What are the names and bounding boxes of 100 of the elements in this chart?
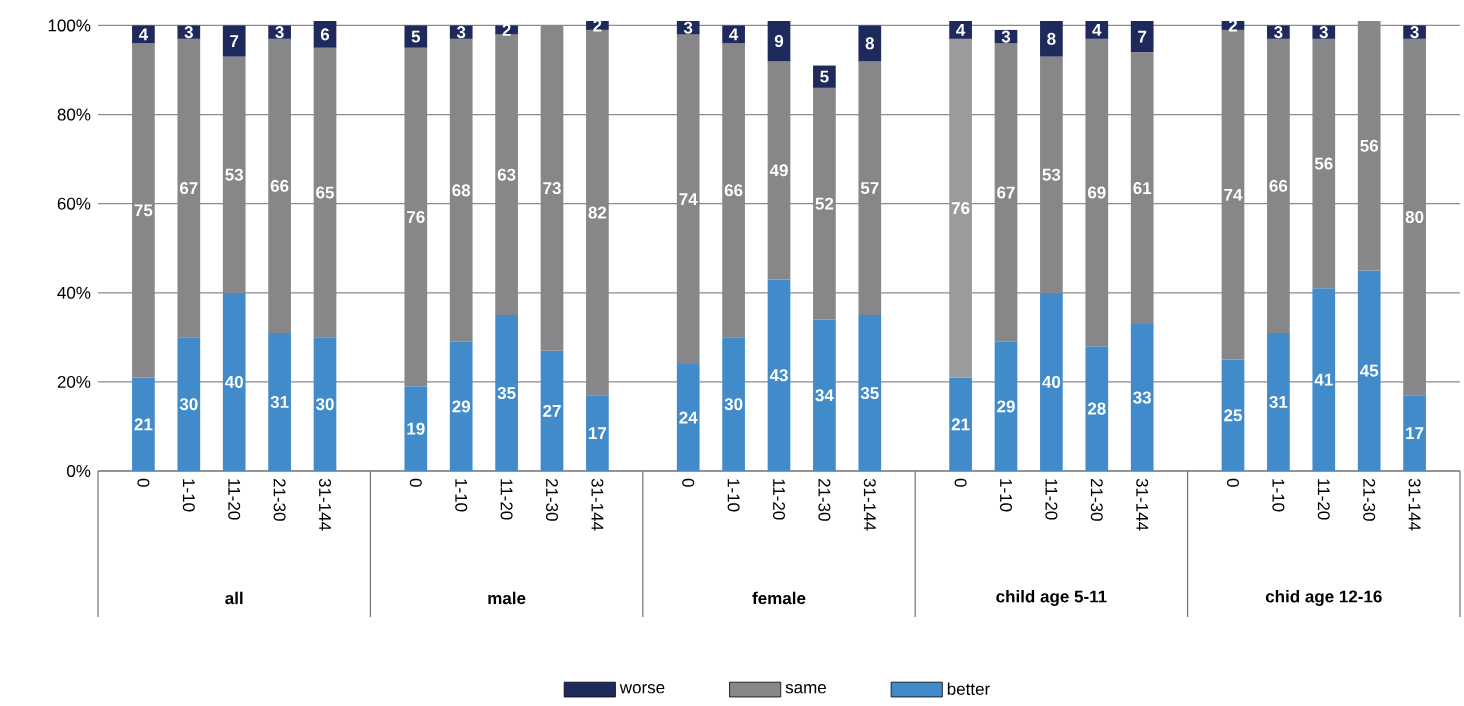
data-label: 29 <box>997 400 1015 413</box>
data-label: 4 <box>138 28 149 41</box>
bar <box>177 38 201 338</box>
bar <box>1040 56 1063 293</box>
bar <box>1221 359 1245 472</box>
data-label: 53 <box>1042 168 1061 181</box>
bar <box>1357 270 1381 472</box>
bar <box>813 319 836 472</box>
bar <box>676 34 700 365</box>
x-tick-label: 11-20 <box>500 479 513 520</box>
bar <box>404 47 428 387</box>
x-tick-label: 31-144 <box>1408 478 1421 531</box>
bar <box>1130 21 1154 53</box>
bar <box>1267 332 1290 472</box>
data-label: 63 <box>497 168 516 181</box>
data-label: 30 <box>179 398 198 411</box>
x-tick-label: 31-144 <box>863 478 876 531</box>
data-label: 74 <box>679 193 698 206</box>
data-label: 2 <box>502 24 511 36</box>
bar <box>767 279 791 472</box>
data-label: 75 <box>134 204 153 217</box>
data-label: 3 <box>1001 30 1011 43</box>
bar <box>767 21 791 62</box>
data-label: 80 <box>1405 211 1424 224</box>
bar <box>495 34 518 316</box>
x-tick-label: 0 <box>137 478 150 487</box>
data-label: 29 <box>452 400 471 413</box>
data-label: 3 <box>1319 26 1328 39</box>
data-label: 28 <box>1087 402 1106 415</box>
data-label: 21 <box>951 418 970 431</box>
bar <box>268 38 291 333</box>
x-tick-label: 1-10 <box>455 479 468 512</box>
legend-label: better <box>947 682 990 696</box>
bar <box>949 38 972 378</box>
text: female <box>752 591 806 605</box>
data-label: 76 <box>407 211 425 224</box>
data-label: 41 <box>1314 373 1333 386</box>
x-tick-label: 21-30 <box>546 479 559 521</box>
data-label: 66 <box>1269 179 1288 192</box>
data-label: 4 <box>729 28 739 41</box>
data-label: 35 <box>860 387 879 400</box>
x-tick-label: 11-20 <box>228 479 241 520</box>
bar <box>132 377 155 472</box>
bar <box>586 30 609 396</box>
bar <box>858 25 882 62</box>
bar <box>813 65 836 88</box>
data-label: 56 <box>1360 139 1379 152</box>
x-tick-label: 21-30 <box>818 479 831 521</box>
x-tick-label: 1-10 <box>727 479 740 512</box>
bar <box>495 315 518 472</box>
x-tick-label: 31-144 <box>1136 478 1149 531</box>
bar <box>1312 38 1336 289</box>
data-label: 67 <box>997 186 1015 199</box>
bar <box>1403 395 1426 472</box>
data-label: 9 <box>774 35 784 48</box>
data-label: 66 <box>724 184 743 197</box>
x-tick-label: 11-20 <box>1045 479 1058 520</box>
data-label: 3 <box>1274 26 1283 39</box>
data-label: 21 <box>134 418 153 431</box>
data-label: 53 <box>225 168 244 181</box>
x-tick-label: 21-30 <box>273 479 286 521</box>
bar <box>1403 25 1426 39</box>
bar <box>540 350 564 472</box>
y-tick-label: 0% <box>67 465 91 478</box>
data-label: 4 <box>1092 24 1102 36</box>
bar <box>1040 292 1063 472</box>
data-label: 57 <box>860 182 879 195</box>
data-label: 24 <box>679 411 698 424</box>
bar <box>313 47 337 338</box>
data-label: 3 <box>456 26 466 39</box>
data-label: 7 <box>1138 30 1147 43</box>
bar <box>1085 21 1109 39</box>
data-label: 69 <box>1087 186 1106 199</box>
x-tick-label: 31-144 <box>319 478 332 531</box>
bar <box>1221 30 1245 360</box>
text: chid age 12-16 <box>1265 590 1382 607</box>
data-label: 76 <box>951 202 970 215</box>
data-label: 5 <box>820 70 829 83</box>
bar <box>132 25 155 44</box>
data-label: 3 <box>1410 26 1419 39</box>
data-label: 3 <box>683 21 693 34</box>
y-tick-label: 100% <box>48 19 91 32</box>
bar <box>722 43 745 338</box>
bar <box>767 61 791 280</box>
data-label: 40 <box>1042 375 1061 388</box>
x-tick-label: 21-30 <box>1363 479 1376 521</box>
data-label: 6 <box>320 28 330 41</box>
text: male <box>488 591 526 605</box>
data-label: 67 <box>179 182 198 195</box>
bar <box>268 332 291 472</box>
bar <box>268 25 291 39</box>
bar <box>449 38 473 342</box>
legend-label: same <box>785 684 826 694</box>
data-label: 49 <box>769 164 788 177</box>
data-label: 8 <box>1047 32 1056 45</box>
bar <box>404 25 428 48</box>
data-label: 35 <box>497 387 516 400</box>
data-label: 52 <box>815 197 834 210</box>
bar <box>813 87 836 320</box>
x-tick-label: 21-30 <box>1090 479 1103 521</box>
